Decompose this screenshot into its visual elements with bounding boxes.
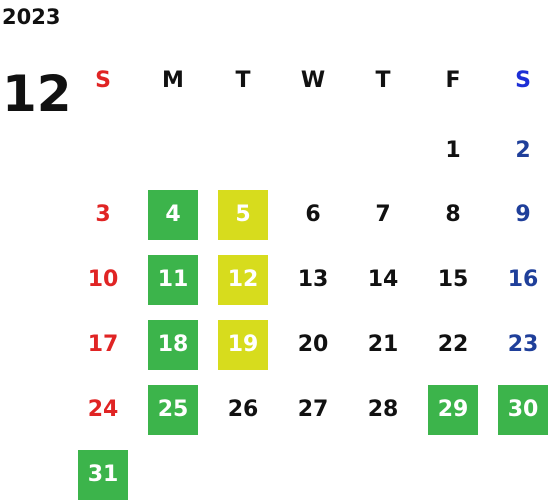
day-cell-6[interactable]: 6	[305, 202, 321, 227]
day-cell-5[interactable]: 5	[218, 190, 268, 240]
day-cell-31[interactable]: 31	[78, 450, 128, 500]
day-cell-24[interactable]: 24	[87, 397, 119, 422]
weekday-header-thu: T	[375, 68, 391, 93]
weekday-header-mon: M	[162, 68, 184, 93]
day-cell-15[interactable]: 15	[437, 267, 469, 292]
day-cell-28[interactable]: 28	[367, 397, 399, 422]
day-cell-19[interactable]: 19	[218, 320, 268, 370]
day-cell-27[interactable]: 27	[297, 397, 329, 422]
day-cell-7[interactable]: 7	[375, 202, 391, 227]
month-number: 12	[2, 65, 72, 123]
day-cell-12[interactable]: 12	[218, 255, 268, 305]
day-cell-10[interactable]: 10	[87, 267, 119, 292]
day-cell-22[interactable]: 22	[437, 332, 469, 357]
day-cell-16[interactable]: 16	[507, 267, 539, 292]
day-cell-14[interactable]: 14	[367, 267, 399, 292]
weekday-header-sun: S	[95, 68, 111, 93]
day-cell-20[interactable]: 20	[297, 332, 329, 357]
day-cell-18[interactable]: 18	[148, 320, 198, 370]
weekday-header-fri: F	[445, 68, 461, 93]
weekday-header-sat: S	[515, 68, 531, 93]
day-cell-2[interactable]: 2	[515, 138, 531, 163]
day-cell-11[interactable]: 11	[148, 255, 198, 305]
day-cell-21[interactable]: 21	[367, 332, 399, 357]
day-cell-26[interactable]: 26	[227, 397, 259, 422]
weekday-header-wed: W	[300, 68, 326, 93]
day-cell-17[interactable]: 17	[87, 332, 119, 357]
day-cell-13[interactable]: 13	[297, 267, 329, 292]
day-cell-9[interactable]: 9	[515, 202, 531, 227]
day-cell-25[interactable]: 25	[148, 385, 198, 435]
day-cell-30[interactable]: 30	[498, 385, 548, 435]
day-cell-1[interactable]: 1	[445, 138, 461, 163]
day-cell-23[interactable]: 23	[507, 332, 539, 357]
day-cell-3[interactable]: 3	[95, 202, 111, 227]
weekday-header-tue: T	[235, 68, 251, 93]
year-label: 2023	[2, 5, 61, 29]
day-cell-4[interactable]: 4	[148, 190, 198, 240]
day-cell-8[interactable]: 8	[445, 202, 461, 227]
day-cell-29[interactable]: 29	[428, 385, 478, 435]
